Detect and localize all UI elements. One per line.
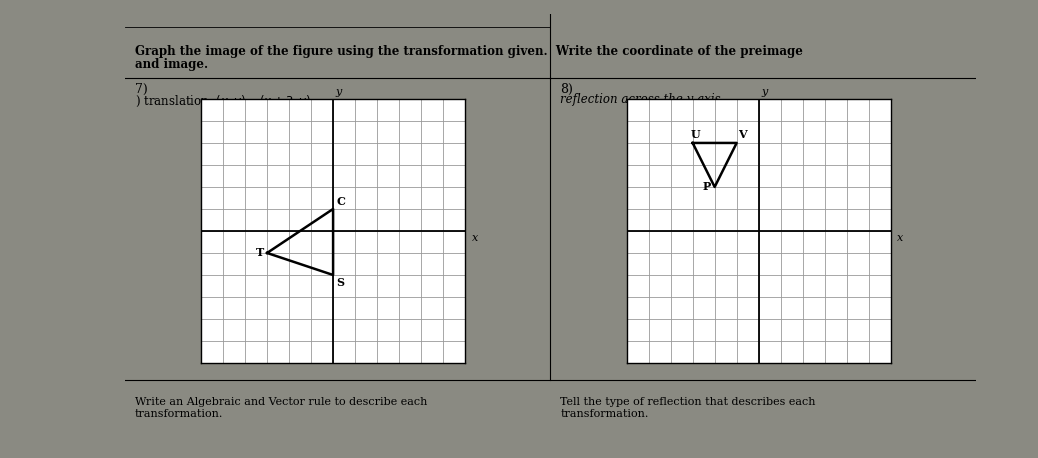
Text: S: S [336,277,345,288]
Text: Graph the image of the figure using the transformation given.  Write the coordin: Graph the image of the figure using the … [135,45,802,58]
Text: reflection across the y-axis: reflection across the y-axis [561,93,721,105]
Text: V: V [738,129,746,140]
Text: 7): 7) [135,83,147,96]
Text: C: C [336,196,346,207]
Text: Tell the type of reflection that describes each
transformation.: Tell the type of reflection that describ… [561,397,816,419]
Text: and image.: and image. [135,59,208,71]
Text: 8): 8) [561,83,573,96]
Text: x: x [471,233,477,243]
Text: T: T [256,247,265,258]
Text: P: P [703,181,711,192]
Text: y: y [335,87,342,97]
Text: Write an Algebraic and Vector rule to describe each
transformation.: Write an Algebraic and Vector rule to de… [135,397,428,419]
Text: x: x [897,233,903,243]
Text: U: U [690,129,700,140]
Text: ) translation: $(x, y)\rightarrow(x+3, y)$: ) translation: $(x, y)\rightarrow(x+3, y… [135,93,311,109]
Text: y: y [761,87,767,97]
